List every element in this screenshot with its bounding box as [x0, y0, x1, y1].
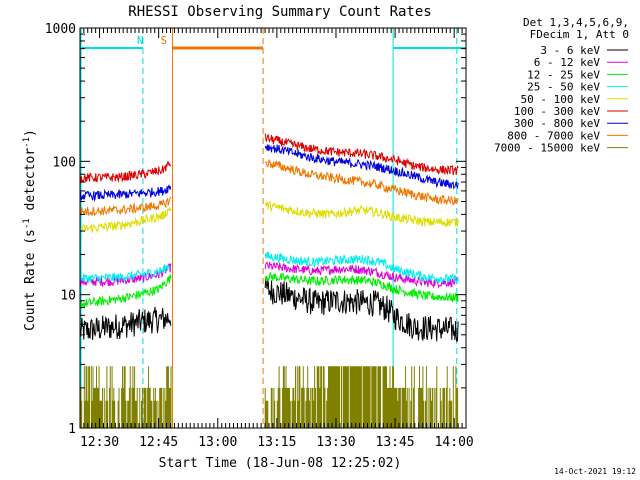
x-tick-label: 13:00: [198, 435, 237, 450]
legend-header-line: Det 1,3,4,5,6,9,: [523, 16, 629, 29]
series-line: [79, 274, 172, 309]
series-layer: [79, 133, 459, 428]
series-line: [79, 196, 172, 217]
series-line: [264, 133, 459, 176]
legend-label: 300 - 800 keV: [514, 117, 600, 130]
y-label-part: detector: [23, 148, 38, 219]
x-axis: 12:30 12:45 13:00 13:15 13:30 13:45 14:00: [80, 28, 474, 450]
x-tick-label: 13:30: [316, 435, 355, 450]
y-label-sup: -1: [22, 137, 32, 148]
legend-label: 100 - 300 keV: [514, 105, 600, 118]
series-line: [79, 264, 171, 285]
series-800-7000-keV: [79, 159, 459, 217]
series-line: [79, 207, 172, 234]
legend-label: 800 - 7000 keV: [507, 129, 600, 142]
series-7000-15000-keV: [79, 366, 459, 428]
series-line: [79, 306, 172, 341]
x-tick-label: 14:00: [435, 435, 474, 450]
series-line: [264, 251, 459, 285]
series-line: [79, 161, 172, 184]
series-line: [264, 366, 459, 428]
y-axis: 1 10 100 1000: [45, 22, 466, 437]
footer-date: 14-Oct-2021 19:12: [554, 467, 636, 476]
y-tick-label: 1: [68, 422, 76, 437]
series-100-300-keV: [79, 133, 459, 184]
y-label-part: ): [23, 129, 38, 137]
legend-label: 6 - 12 keV: [534, 56, 601, 69]
y-tick-label: 1000: [45, 22, 76, 37]
x-axis-label: Start Time (18-Jun-08 12:25:02): [159, 456, 402, 471]
series-line: [264, 144, 459, 190]
x-tick-label: 12:30: [80, 435, 119, 450]
series-line: [79, 184, 172, 202]
annotation-label: N: [137, 34, 144, 47]
series-25-50-keV: [79, 251, 459, 285]
series-300-800-keV: [79, 144, 459, 202]
legend: Det 1,3,4,5,6,9, FDecim 1, Att 0 3 - 6 k…: [494, 16, 629, 155]
series-3-6-keV: [79, 276, 459, 342]
y-axis-label: Count Rate (s-1 detector-1): [22, 129, 38, 331]
x-tick-label: 12:45: [139, 435, 178, 450]
series-line: [264, 199, 459, 228]
chart-title: RHESSI Observing Summary Count Rates: [128, 4, 431, 20]
series-50-100-keV: [79, 199, 459, 234]
legend-label: 50 - 100 keV: [521, 93, 601, 106]
series-line: [264, 261, 459, 289]
series-12-25-keV: [79, 272, 459, 309]
legend-label: 3 - 6 keV: [540, 44, 600, 57]
legend-label: 7000 - 15000 keV: [494, 142, 600, 155]
y-tick-label: 10: [60, 289, 76, 304]
series-line: [264, 276, 459, 342]
annotation-label: S: [160, 34, 167, 47]
x-tick-label: 13:45: [376, 435, 415, 450]
legend-label: 25 - 50 keV: [527, 81, 600, 94]
y-label-sup: -1: [22, 218, 32, 229]
y-label-part: Count Rate (s: [23, 229, 38, 331]
series-line: [264, 159, 459, 206]
legend-label: 12 - 25 keV: [527, 68, 600, 81]
series-line: [264, 272, 459, 303]
x-tick-label: 13:15: [257, 435, 296, 450]
y-tick-label: 100: [53, 155, 76, 170]
legend-header-line: FDecim 1, Att 0: [530, 28, 629, 41]
